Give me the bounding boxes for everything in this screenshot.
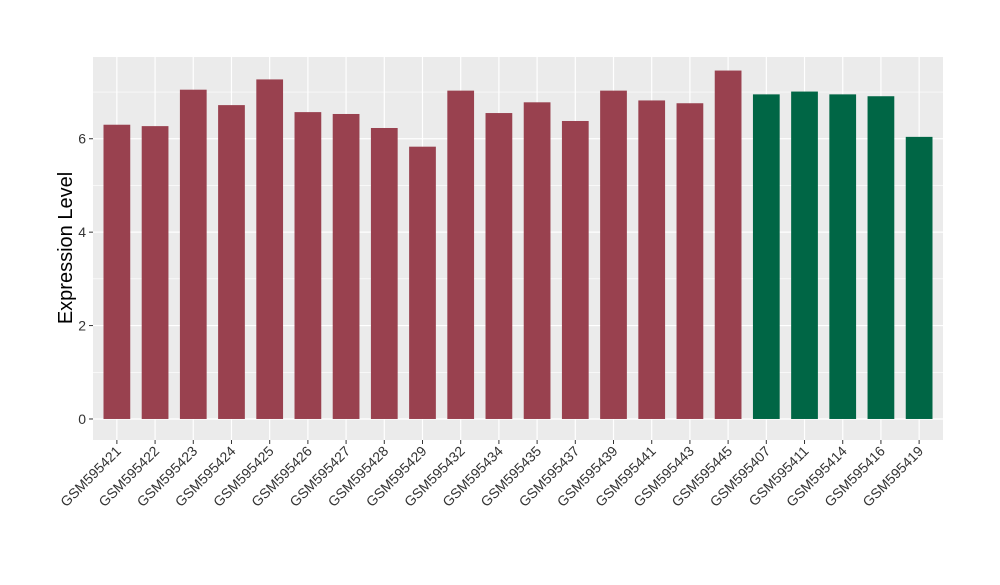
y-tick-label: 4	[78, 224, 86, 240]
x-axis: GSM595421GSM595422GSM595423GSM595424GSM5…	[57, 440, 926, 510]
bar-GSM595426	[294, 112, 322, 419]
y-tick-label: 6	[78, 131, 86, 147]
y-axis: 0 2 4 6	[78, 131, 93, 427]
bar-GSM595407	[752, 94, 780, 419]
bar-GSM595419	[905, 136, 933, 419]
y-tick-label: 0	[78, 411, 86, 427]
bar-GSM595445	[714, 70, 742, 419]
y-tick-label: 2	[78, 318, 86, 334]
bar-GSM595421	[103, 124, 131, 419]
bar-GSM595427	[332, 113, 360, 419]
bar-GSM595437	[561, 120, 589, 419]
bar-GSM595434	[485, 113, 513, 419]
y-axis-label: Expression Level	[55, 172, 77, 324]
bar-layer	[103, 70, 933, 419]
bar-GSM595422	[141, 126, 169, 419]
bar-GSM595435	[523, 102, 551, 419]
bar-GSM595414	[829, 94, 857, 419]
bar-GSM595429	[409, 146, 436, 419]
bar-GSM595443	[676, 103, 704, 419]
bar-GSM595439	[600, 90, 627, 419]
bar-GSM595423	[179, 89, 207, 419]
bar-GSM595424	[218, 105, 245, 419]
bar-GSM595425	[256, 79, 284, 419]
bar-GSM595416	[867, 96, 895, 419]
bar-GSM595411	[791, 91, 818, 419]
bar-GSM595441	[638, 100, 666, 419]
bar-GSM595428	[370, 127, 398, 419]
bar-GSM595432	[447, 90, 475, 419]
